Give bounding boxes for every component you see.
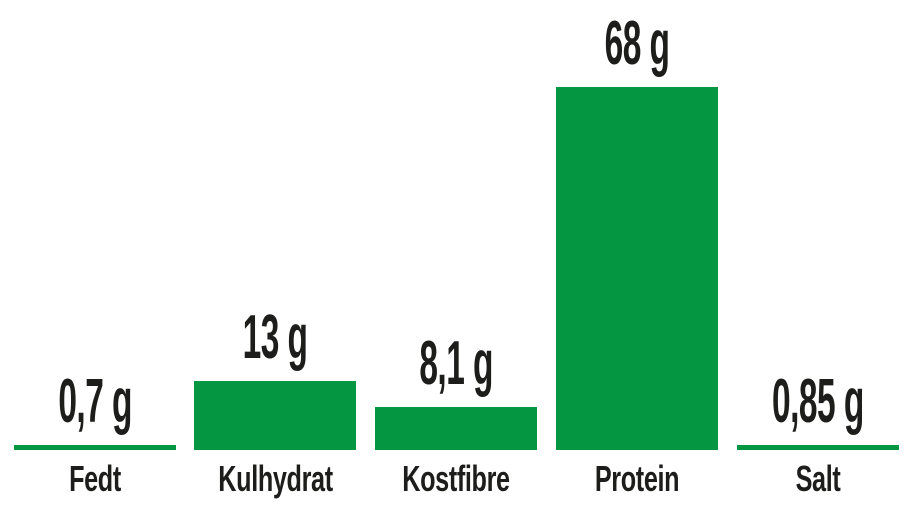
bar-column-salt: 0,85 g (737, 0, 899, 450)
category-label: Salt (795, 458, 841, 499)
value-label: 68 g (604, 9, 670, 78)
bar (556, 87, 718, 450)
bar (14, 445, 176, 450)
value-label: 8,1 g (419, 328, 493, 398)
bar-column-fedt: 0,7 g (14, 0, 176, 450)
bar (737, 445, 899, 450)
category-label: Protein (594, 458, 680, 499)
category-label: Fedt (69, 458, 121, 499)
category-label: Kulhydrat (218, 458, 333, 499)
category-label: Kostfibre (402, 458, 510, 499)
value-label: 0,85 g (772, 367, 864, 436)
bar (194, 380, 356, 450)
bar-column-kostfibre: 8,1 g (375, 0, 537, 450)
value-label: 13 g (242, 302, 308, 372)
bar-column-kulhydrat: 13 g (194, 0, 356, 450)
value-label: 0,7 g (58, 367, 132, 436)
bar-column-protein: 68 g (556, 0, 718, 450)
bar (375, 406, 537, 450)
